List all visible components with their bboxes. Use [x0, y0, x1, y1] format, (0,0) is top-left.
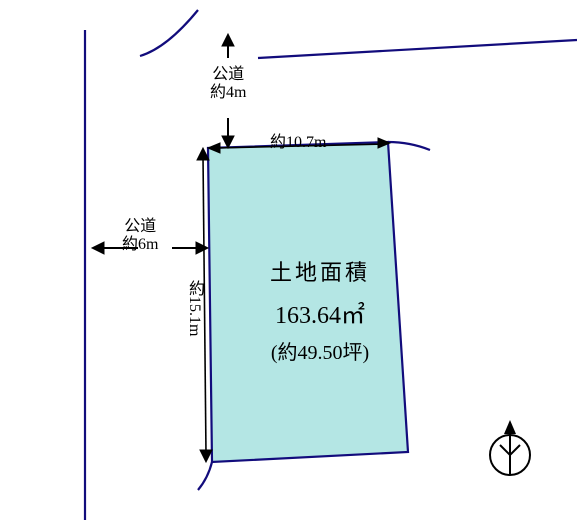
road-line-top-right [258, 40, 577, 58]
road-line-top-left [140, 10, 198, 56]
area-title: 土地面積 [230, 255, 410, 287]
height-label: 約15.1m [182, 280, 206, 336]
area-info: 土地面積 163.64㎡ (約49.50坪) [230, 255, 410, 365]
plot-diagram: 公道 約4m 約10.7m 公道 約6m 約15.1m 土地面積 163.64㎡… [0, 0, 577, 523]
width-label: 約10.7m [270, 128, 326, 152]
arrow-left-dim [172, 242, 208, 254]
top-road-label-line1: 公道 [210, 66, 246, 84]
left-road-label-line1: 公道 [122, 218, 158, 236]
parcel-tail-top [388, 142, 430, 150]
area-sub: (約49.50坪) [230, 336, 410, 365]
parcel-tail-bottom [198, 462, 212, 490]
top-road-label: 公道 約4m [210, 66, 246, 103]
arrow-top-road [222, 34, 234, 58]
arrow-top-dim [222, 118, 234, 148]
left-road-label-line2: 約6m [122, 236, 158, 254]
top-road-label-line2: 約4m [210, 84, 246, 102]
compass-icon [490, 420, 530, 475]
left-road-label: 公道 約6m [122, 218, 158, 255]
area-value: 163.64㎡ [230, 295, 410, 330]
